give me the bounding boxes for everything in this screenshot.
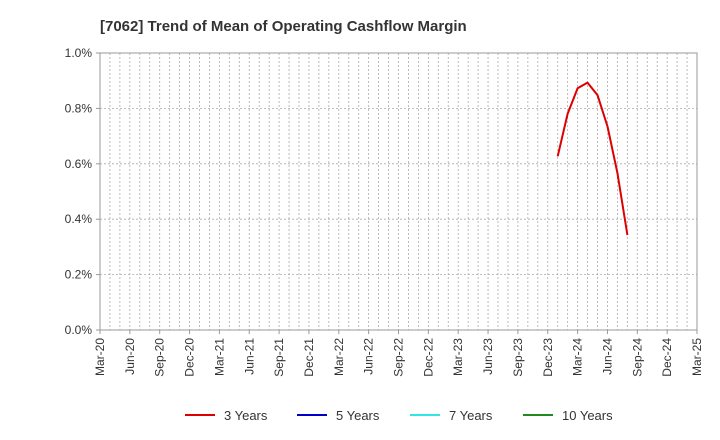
legend-label: 7 Years	[449, 408, 493, 423]
y-tick-label: 0.2%	[65, 268, 93, 282]
series-line	[556, 81, 629, 236]
y-tick-label: 1.0%	[65, 46, 93, 60]
x-tick-label: Dec-20	[183, 338, 197, 377]
legend-label: 3 Years	[224, 408, 268, 423]
x-tick-label: Mar-24	[571, 338, 585, 376]
x-tick-label: Sep-22	[392, 338, 406, 377]
x-tick-label: Jun-21	[242, 338, 256, 375]
x-axis: Mar-20 Jun-20 Sep-20 Dec-20 Mar-21 Jun-21 Sep-…	[93, 330, 704, 377]
x-tick-label: Mar-22	[332, 338, 346, 376]
grid	[100, 53, 697, 330]
x-tick-label: Sep-23	[511, 338, 525, 377]
x-tick-label: Jun-22	[362, 338, 376, 375]
x-tick-label: Mar-20	[93, 338, 107, 376]
y-tick-label: 0.4%	[65, 212, 93, 226]
x-tick-label: Jun-24	[600, 338, 614, 375]
x-tick-label: Mar-23	[451, 338, 465, 376]
x-tick-label: Dec-22	[421, 338, 435, 377]
x-tick-label: Mar-21	[212, 338, 226, 376]
x-tick-label: Sep-20	[153, 338, 167, 377]
series-lines	[556, 81, 629, 236]
y-tick-label: 0.6%	[65, 157, 93, 171]
x-tick-label: Mar-25	[690, 338, 704, 376]
chart-title: [7062] Trend of Mean of Operating Cashfl…	[100, 18, 467, 35]
x-tick-label: Jun-20	[123, 338, 137, 375]
x-tick-label: Dec-23	[541, 338, 555, 377]
y-axis: 0.0% 0.2% 0.4% 0.6% 0.8% 1.0%	[65, 46, 100, 337]
y-tick-label: 0.8%	[65, 101, 93, 115]
legend: 3 Years 5 Years 7 Years 10 Years	[185, 408, 613, 423]
x-tick-label: Dec-24	[660, 338, 674, 377]
x-tick-label: Sep-21	[272, 338, 286, 377]
x-tick-label: Jun-23	[481, 338, 495, 375]
x-tick-label: Dec-21	[302, 338, 316, 377]
legend-label: 10 Years	[562, 408, 613, 423]
x-tick-label: Sep-24	[630, 338, 644, 377]
y-tick-label: 0.0%	[65, 323, 93, 337]
legend-label: 5 Years	[336, 408, 380, 423]
